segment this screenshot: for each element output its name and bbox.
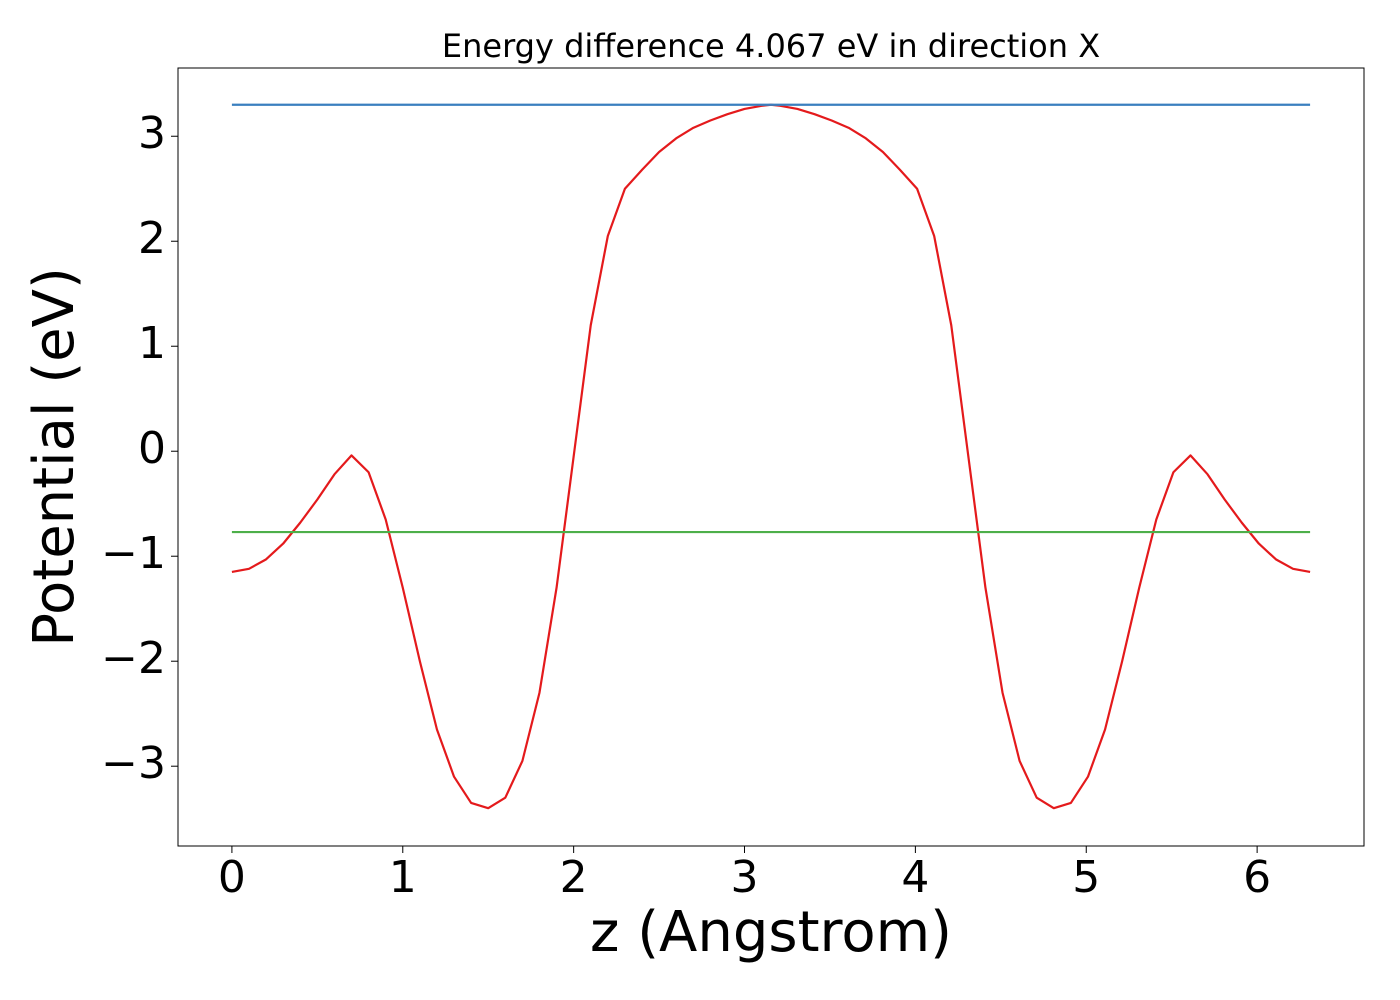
x-tick-label: 6 (1243, 852, 1271, 903)
chart-title: Energy difference 4.067 eV in direction … (442, 27, 1100, 65)
y-tick-label: 3 (138, 108, 166, 159)
x-tick-label: 3 (731, 852, 759, 903)
x-axis-label: z (Angstrom) (590, 900, 952, 965)
y-tick-label: −3 (101, 738, 166, 789)
x-tick-label: 1 (389, 852, 417, 903)
series-line (231, 103, 1311, 810)
y-tick-label: 0 (138, 423, 166, 474)
x-tick-label: 2 (560, 852, 588, 903)
x-tick-label: 0 (218, 852, 246, 903)
plot-frame (177, 67, 1365, 847)
y-tick-label: −2 (101, 633, 166, 684)
y-tick-label: 2 (138, 213, 166, 264)
y-axis-label: Potential (eV) (22, 267, 87, 647)
x-tick-label: 5 (1072, 852, 1100, 903)
x-tick-label: 4 (901, 852, 929, 903)
y-tick-label: −1 (101, 528, 166, 579)
y-tick-label: 1 (138, 318, 166, 369)
